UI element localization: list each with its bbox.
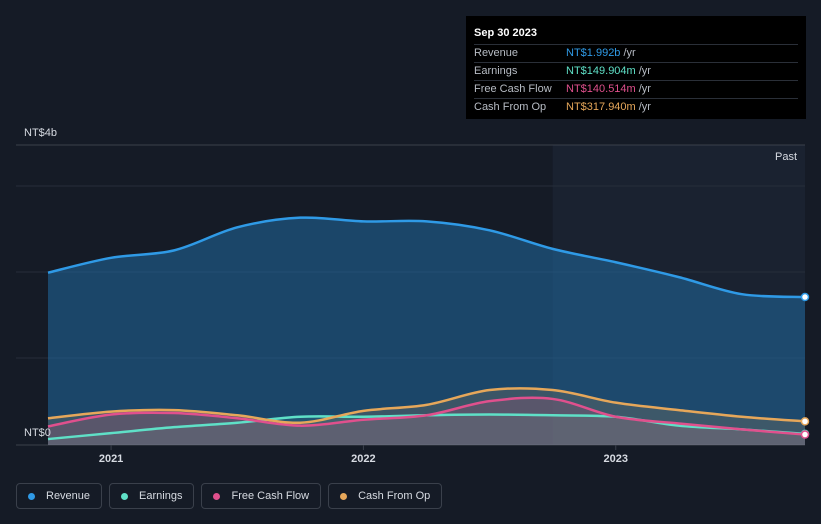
legend: Revenue Earnings Free Cash Flow Cash From O… (16, 483, 443, 509)
tooltip-row: Cash From Op NT$317.940m/yr (474, 98, 798, 116)
free-cash-flow-area (48, 397, 805, 445)
tooltip-row: Earnings NT$149.904m/yr (474, 62, 798, 80)
legend-item-revenue[interactable]: Revenue (16, 483, 103, 509)
tooltip-row: Revenue NT$1.992b/yr (474, 44, 798, 62)
revenue-line (47, 216, 806, 299)
cash-from-op-area (48, 388, 805, 445)
tooltip-row-unit: /yr (638, 65, 651, 77)
past-label: Past (775, 151, 797, 163)
legend-label: Free Cash Flow (231, 490, 310, 502)
tooltip-date: Sep 30 2023 (474, 27, 537, 39)
tooltip-row-unit: /yr (623, 47, 636, 59)
cash-from-op-end-marker (800, 417, 810, 426)
legend-label: Revenue (46, 490, 91, 502)
legend-item-cash-from-op[interactable]: Cash From Op (328, 483, 443, 509)
legend-item-earnings[interactable]: Earnings (109, 483, 195, 509)
legend-dot-icon (340, 492, 348, 500)
earnings-area (48, 414, 805, 445)
legend-item-free-cash-flow[interactable]: Free Cash Flow (201, 483, 322, 509)
y-axis-bottom-label: NT$0 (24, 427, 51, 439)
tooltip-panel: Sep 30 2023 Revenue NT$1.992b/yr Earnings N… (466, 16, 806, 119)
y-axis-top-label: NT$4b (24, 127, 57, 139)
tooltip-row-value: NT$149.904m (566, 65, 636, 77)
tooltip-row-label: Earnings (474, 65, 518, 77)
tooltip-row-unit: /yr (638, 101, 651, 113)
revenue-end-marker (800, 292, 810, 302)
free-cash-flow-end-marker (800, 430, 810, 439)
x-tick-label: 2021 (99, 453, 123, 465)
tooltip-row-value: NT$1.992b (566, 47, 621, 59)
tooltip-row: Free Cash Flow NT$140.514m/yr (474, 80, 798, 98)
x-tick-label: 2022 (351, 453, 375, 465)
tooltip-row-value: NT$140.514m (566, 83, 636, 95)
tooltip-row-value: NT$317.940m (566, 101, 636, 113)
legend-dot-icon (121, 492, 129, 500)
legend-dot-icon (28, 492, 35, 500)
cash-from-op-line (47, 387, 806, 424)
tooltip-row-label: Free Cash Flow (474, 83, 552, 95)
revenue-area (48, 217, 805, 445)
legend-label: Cash From Op (358, 490, 431, 502)
legend-dot-icon (213, 492, 221, 500)
tooltip-row-label: Cash From Op (474, 101, 547, 113)
tooltip-row-label: Revenue (474, 47, 519, 59)
tooltip-row-unit: /yr (638, 83, 651, 95)
free-cash-flow-line (47, 396, 806, 436)
legend-label: Earnings (139, 490, 183, 502)
x-tick-label: 2023 (604, 453, 628, 465)
